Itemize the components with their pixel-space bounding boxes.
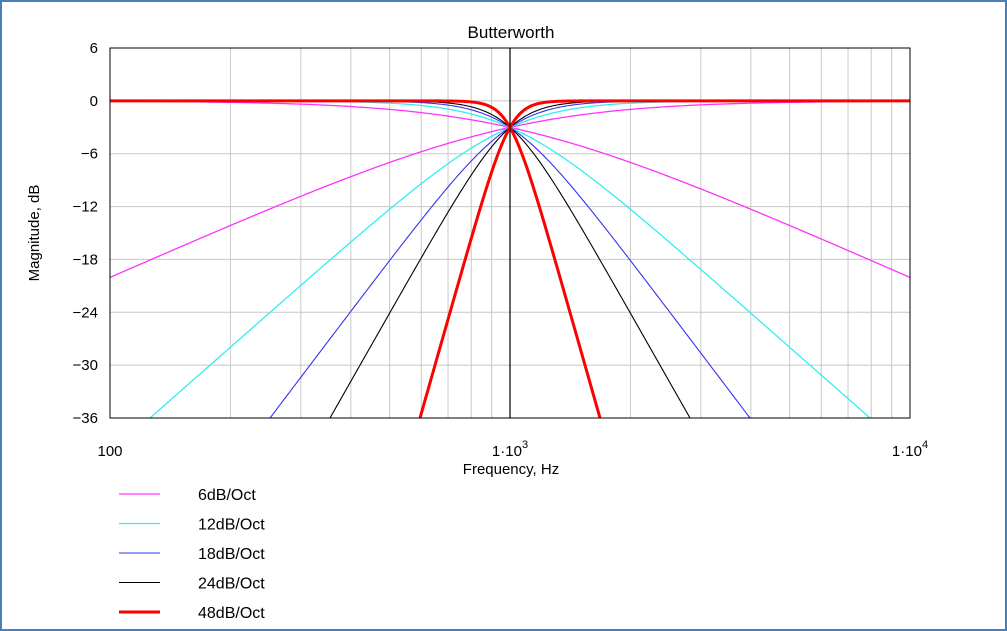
legend-label: 12dB/Oct bbox=[198, 517, 265, 534]
legend-label: 6dB/Oct bbox=[198, 487, 256, 504]
x-tick-label: 100 bbox=[97, 443, 122, 460]
y-tick-label: −12 bbox=[73, 199, 98, 216]
x-tick-label: 1·103 bbox=[492, 439, 528, 460]
legend-label: 48dB/Oct bbox=[198, 605, 265, 622]
legend-label: 18dB/Oct bbox=[198, 546, 265, 563]
y-tick-label: 6 bbox=[90, 40, 98, 57]
y-tick-label: −30 bbox=[73, 357, 98, 374]
y-tick-label: −36 bbox=[73, 410, 98, 427]
x-tick-label: 1·104 bbox=[892, 439, 928, 460]
y-axis-label: Magnitude, dB bbox=[26, 185, 43, 282]
chart-title: Butterworth bbox=[468, 23, 555, 42]
y-tick-label: −18 bbox=[73, 251, 98, 268]
legend-label: 24dB/Oct bbox=[198, 576, 265, 593]
legend: 6dB/Oct 12dB/Oct 18dB/Oct 24dB/Oct 48dB/Oct bbox=[119, 487, 265, 622]
x-axis-ticks: 100 1·103 1·104 bbox=[97, 439, 928, 460]
y-tick-label: −24 bbox=[73, 304, 98, 321]
y-tick-label: −6 bbox=[81, 146, 98, 163]
y-axis-ticks: 6 0 −6 −12 −18 −24 −30 −36 bbox=[73, 40, 98, 427]
x-axis-label: Frequency, Hz bbox=[463, 461, 559, 478]
y-tick-label: 0 bbox=[90, 93, 98, 110]
plot-area bbox=[109, 47, 911, 419]
